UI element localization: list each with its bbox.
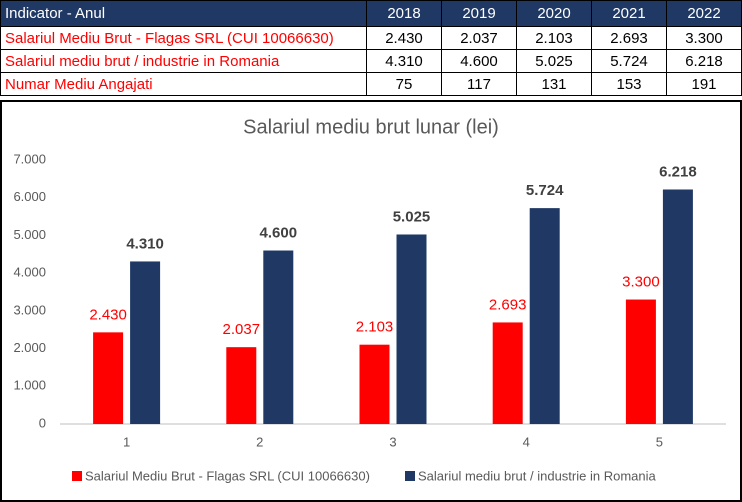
value-label: 3.300 [622, 274, 660, 291]
row-label: Numar Mediu Angajati [0, 72, 367, 96]
value-label: 5.724 [526, 182, 564, 199]
cell: 3.300 [666, 26, 742, 50]
cell: 2.693 [591, 26, 667, 50]
x-tick-label: 2 [256, 434, 263, 449]
row-label: Salariul mediu brut / industrie in Roman… [0, 49, 367, 73]
value-label: 2.103 [356, 319, 394, 336]
x-tick-label: 3 [389, 434, 396, 449]
bar [625, 299, 656, 424]
value-label: 4.600 [260, 224, 298, 241]
bar [93, 332, 124, 424]
bar [263, 250, 294, 424]
header-cell: 2018 [366, 0, 442, 27]
y-tick-label: 6.000 [13, 189, 46, 204]
bar [492, 322, 523, 424]
data-table: Indicator - Anul 2018 2019 2020 2021 2022 Sal… [0, 0, 742, 96]
y-tick-label: 4.000 [13, 265, 46, 280]
y-tick-label: 5.000 [13, 227, 46, 242]
x-tick-label: 5 [656, 434, 663, 449]
value-label: 2.693 [489, 296, 527, 313]
cell: 2.037 [441, 26, 517, 50]
chart-frame [0, 100, 742, 502]
bar [396, 234, 427, 424]
header-cell: 2019 [441, 0, 517, 27]
value-label: 6.218 [659, 163, 697, 180]
cell: 5.025 [516, 49, 592, 73]
cell: 131 [516, 72, 592, 96]
row-label: Salariul Mediu Brut - Flagas SRL (CUI 10… [0, 26, 367, 50]
header-cell: 2022 [666, 0, 742, 27]
cell: 6.218 [666, 49, 742, 73]
header-row: Indicator - Anul 2018 2019 2020 2021 2022 [0, 0, 742, 27]
chart-title: Salariul mediu brut lunar (lei) [243, 116, 499, 138]
bar [529, 208, 560, 424]
y-tick-label: 1.000 [13, 378, 46, 393]
bar [130, 261, 161, 424]
bar [359, 344, 390, 424]
legend-swatch [72, 471, 82, 481]
legend-swatch [405, 471, 415, 481]
table-row: Salariul mediu brut / industrie in Roman… [0, 49, 742, 73]
y-tick-label: 7.000 [13, 151, 46, 166]
value-label: 5.025 [393, 208, 431, 225]
header-cell: 2020 [516, 0, 592, 27]
cell: 4.600 [441, 49, 517, 73]
y-tick-label: 0 [39, 415, 46, 430]
header-cell: Indicator - Anul [0, 0, 367, 27]
legend-label: Salariul mediu brut / industrie in Roman… [418, 468, 656, 483]
table-row: Salariul Mediu Brut - Flagas SRL (CUI 10… [0, 26, 742, 50]
value-label: 2.430 [89, 306, 127, 323]
cell: 2.103 [516, 26, 592, 50]
y-tick-label: 3.000 [13, 302, 46, 317]
y-tick-label: 2.000 [13, 340, 46, 355]
cell: 4.310 [366, 49, 442, 73]
bar [226, 347, 257, 424]
table-row: Numar Mediu Angajati 75 117 131 153 191 [0, 72, 742, 96]
cell: 117 [441, 72, 517, 96]
legend-label: Salariul Mediu Brut - Flagas SRL (CUI 10… [85, 468, 370, 483]
cell: 75 [366, 72, 442, 96]
cell: 5.724 [591, 49, 667, 73]
value-label: 2.037 [223, 321, 261, 338]
header-cell: 2021 [591, 0, 667, 27]
cell: 2.430 [366, 26, 442, 50]
x-tick-label: 4 [523, 434, 530, 449]
x-tick-label: 1 [123, 434, 130, 449]
cell: 153 [591, 72, 667, 96]
chart: Salariul mediu brut lunar (lei) 0 1.000 2.… [0, 100, 742, 502]
cell: 191 [666, 72, 742, 96]
value-label: 4.310 [126, 235, 164, 252]
bar [662, 189, 693, 424]
